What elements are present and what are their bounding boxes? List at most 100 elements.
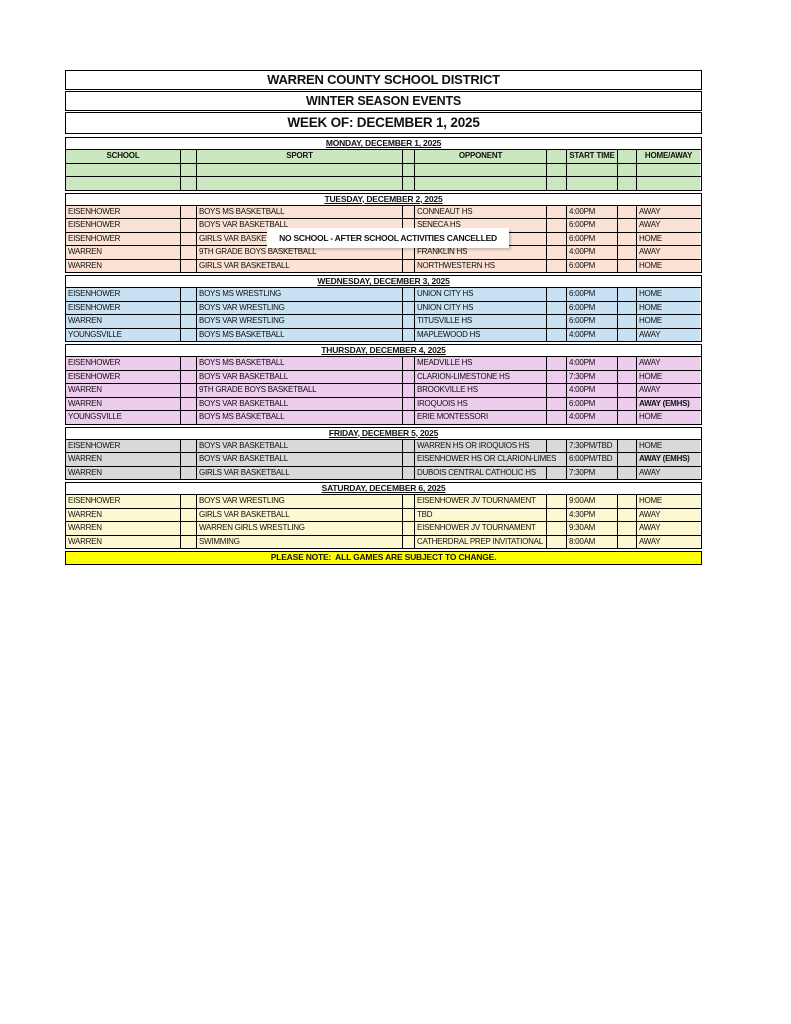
- cell-gap: [181, 466, 197, 479]
- schedule-row: [66, 176, 701, 190]
- season-title: WINTER SEASON EVENTS: [65, 91, 702, 111]
- cell-gap: [547, 219, 567, 232]
- cell-gap: [403, 466, 415, 479]
- schedule-sheet: WARREN COUNTY SCHOOL DISTRICT WINTER SEA…: [65, 70, 702, 565]
- cell-time: 4:00PM: [567, 411, 618, 424]
- cell-gap: [547, 177, 567, 190]
- cell-home-away: HOME: [637, 288, 700, 301]
- cell-opponent: UNION CITY HS: [415, 301, 547, 314]
- cell-gap: [547, 522, 567, 535]
- cell-gap: [181, 411, 197, 424]
- cell-gap: [181, 150, 197, 163]
- schedule-section: FRIDAY, DECEMBER 5, 2025 EISENHOWER BOYS V…: [65, 426, 702, 480]
- schedule-row: [66, 162, 701, 176]
- cell-opponent: TITUSVILLE HS: [415, 315, 547, 328]
- cell-gap: [181, 495, 197, 508]
- cell-sport: [197, 177, 403, 190]
- cell-time: 4:00PM: [567, 328, 618, 341]
- cell-gap: [547, 232, 567, 245]
- cell-gap: [181, 315, 197, 328]
- cell-sport: BOYS VAR BASKETBALL: [197, 397, 403, 410]
- schedule-row: EISENHOWER BOYS MS WRESTLING UNION CITY HS…: [66, 287, 701, 301]
- schedule-row: WARREN GIRLS VAR BASKETBALL TBD 4:30PM AWAY: [66, 507, 701, 521]
- cell-opponent: EISENHOWER JV TOURNAMENT: [415, 522, 547, 535]
- cell-opponent: TBD: [415, 508, 547, 521]
- cell-gap: [181, 177, 197, 190]
- cell-gap: [547, 328, 567, 341]
- cell-gap: [403, 535, 415, 548]
- cell-time: 9:30AM: [567, 522, 618, 535]
- cell-gap: [618, 150, 637, 163]
- schedule-row: WARREN GIRLS VAR BASKETBALL DUBOIS CENTRAL…: [66, 465, 701, 479]
- cell-time: 6:00PM: [567, 288, 618, 301]
- schedule-row: WARREN WARREN GIRLS WRESTLING EISENHOWER J…: [66, 521, 701, 535]
- column-header: START TIME: [567, 150, 618, 163]
- cell-gap: [618, 232, 637, 245]
- cell-gap: [181, 328, 197, 341]
- cell-home-away: AWAY (EMHS): [637, 397, 700, 410]
- cell-opponent: EISENHOWER HS OR CLARION-LIMES: [415, 453, 567, 466]
- cell-home-away: AWAY: [637, 535, 700, 548]
- cell-sport: GIRLS VAR BASKETBALL: [197, 259, 403, 272]
- cell-gap: [403, 522, 415, 535]
- cell-gap: [618, 508, 637, 521]
- cell-opponent: [415, 177, 547, 190]
- schedule-row: EISENHOWER BOYS VAR WRESTLING EISENHOWER J…: [66, 494, 701, 508]
- cell-time: 6:00PM: [567, 315, 618, 328]
- cell-school: WARREN: [66, 508, 181, 521]
- cell-gap: [618, 411, 637, 424]
- cell-home-away: [637, 163, 700, 176]
- cell-school: WARREN: [66, 453, 181, 466]
- footer-note: PLEASE NOTE: ALL GAMES ARE SUBJECT TO CH…: [65, 551, 702, 565]
- cell-school: EISENHOWER: [66, 357, 181, 370]
- cell-gap: [181, 522, 197, 535]
- cell-opponent: EISENHOWER JV TOURNAMENT: [415, 495, 547, 508]
- cell-time: 6:00PM/TBD: [567, 453, 618, 466]
- cell-gap: [547, 246, 567, 259]
- cell-sport: 9TH GRADE BOYS BASKETBALL: [197, 246, 403, 259]
- day-header: THURSDAY, DECEMBER 4, 2025: [66, 345, 701, 356]
- cell-sport: BOYS VAR WRESTLING: [197, 315, 403, 328]
- cell-school: EISENHOWER: [66, 370, 181, 383]
- cell-home-away: AWAY: [637, 522, 700, 535]
- schedule-row: EISENHOWER BOYS MS BASKETBALL MEADVILLE HS…: [66, 356, 701, 370]
- cell-gap: [547, 259, 567, 272]
- cell-gap: [618, 315, 637, 328]
- schedule-row: YOUNGSVILLE BOYS MS BASKETBALL MAPLEWOOD H…: [66, 327, 701, 341]
- cell-time: 6:00PM: [567, 301, 618, 314]
- cell-gap: [618, 357, 637, 370]
- day-header: TUESDAY, DECEMBER 2, 2025: [66, 193, 701, 205]
- cell-gap: [403, 246, 415, 259]
- column-header: SPORT: [197, 150, 403, 163]
- cell-gap: [181, 535, 197, 548]
- cell-time: 6:00PM: [567, 232, 618, 245]
- cell-gap: [181, 439, 197, 452]
- cell-gap: [618, 522, 637, 535]
- cell-gap: [547, 535, 567, 548]
- schedule-row: WARREN 9TH GRADE BOYS BASKETBALL BROOKVILL…: [66, 383, 701, 397]
- cell-gap: [618, 301, 637, 314]
- cell-opponent: IROQUOIS HS: [415, 397, 547, 410]
- cell-gap: [403, 177, 415, 190]
- cell-home-away: HOME: [637, 315, 700, 328]
- cell-school: YOUNGSVILLE: [66, 411, 181, 424]
- cell-gap: [403, 315, 415, 328]
- cell-gap: [181, 163, 197, 176]
- cell-gap: [181, 357, 197, 370]
- cell-school: WARREN: [66, 535, 181, 548]
- week-title: WEEK OF: DECEMBER 1, 2025: [65, 112, 702, 134]
- cell-opponent: BROOKVILLE HS: [415, 384, 547, 397]
- cell-gap: [547, 411, 567, 424]
- cell-gap: [618, 439, 637, 452]
- schedule-section: THURSDAY, DECEMBER 4, 2025 EISENHOWER BOYS…: [65, 344, 702, 425]
- cell-gap: [403, 205, 415, 218]
- cell-gap: [547, 163, 567, 176]
- cell-gap: [403, 150, 415, 163]
- cell-opponent: CLARION-LIMESTONE HS: [415, 370, 547, 383]
- cell-home-away: AWAY: [637, 219, 700, 232]
- cell-opponent: FRANKLIN HS: [415, 246, 547, 259]
- cell-gap: [618, 328, 637, 341]
- cell-home-away: AWAY: [637, 328, 700, 341]
- cell-gap: [547, 439, 567, 452]
